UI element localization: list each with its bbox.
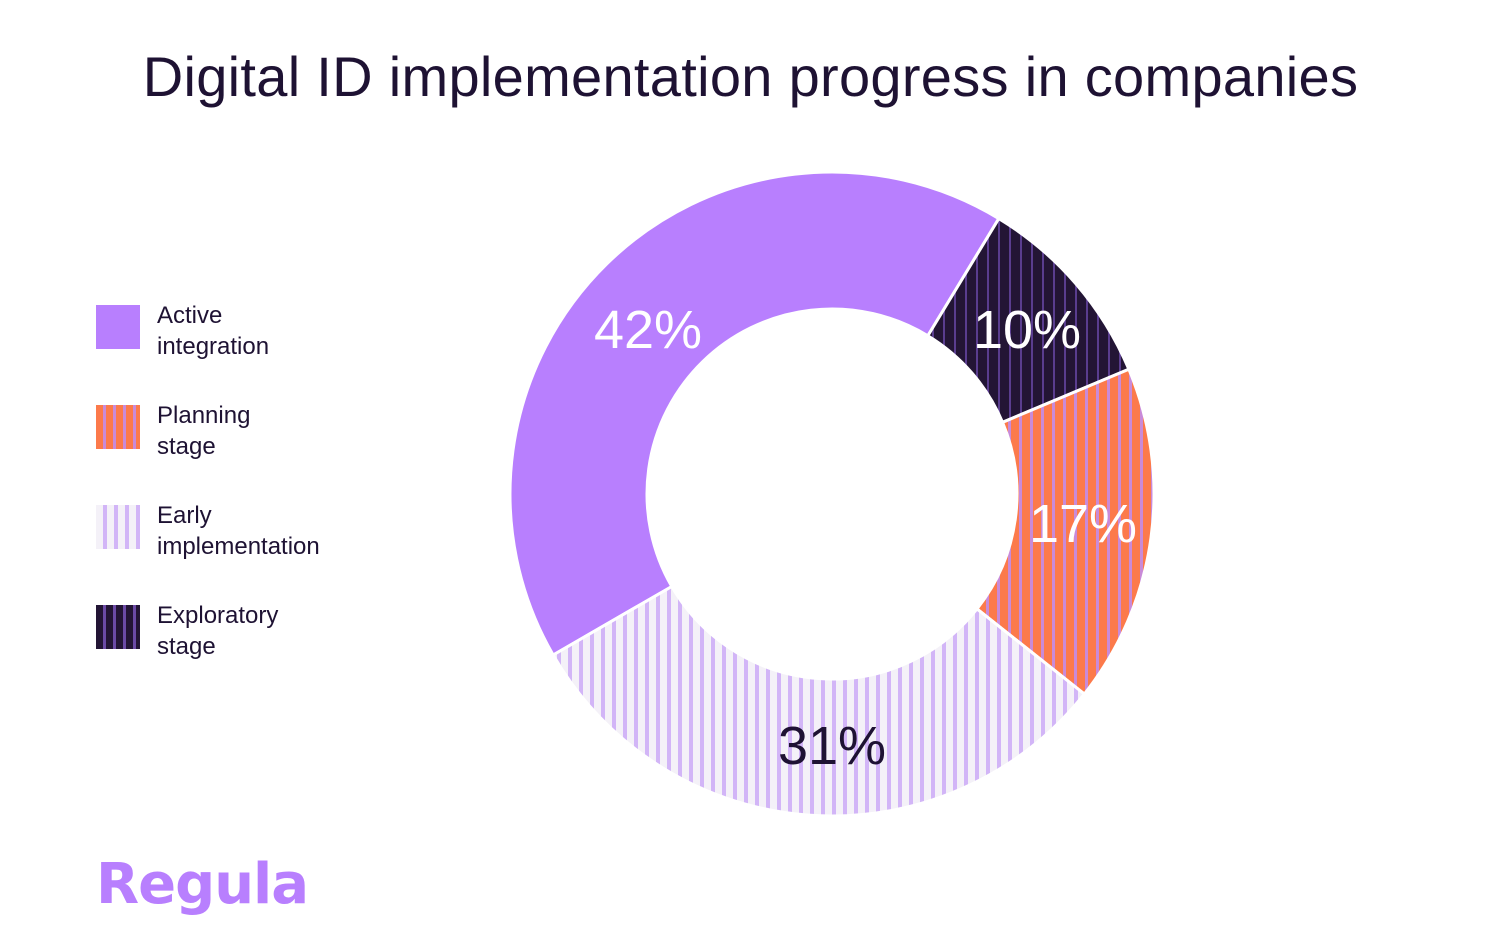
segment-label-active: 42% bbox=[594, 300, 702, 360]
legend-label-exploratory: Exploratory stage bbox=[157, 600, 397, 662]
legend-label-line: Active bbox=[157, 302, 223, 329]
legend-label-line: integration bbox=[157, 333, 270, 360]
legend-swatch-planning bbox=[96, 405, 140, 449]
legend-label-line: Exploratory bbox=[157, 602, 279, 629]
regula-logo: Regula bbox=[96, 852, 309, 917]
chart-title: Digital ID implementation progress in co… bbox=[142, 45, 1359, 108]
legend-label-line: implementation bbox=[157, 533, 320, 560]
legend-swatch-exploratory bbox=[96, 605, 140, 649]
legend-label-line: Early bbox=[157, 502, 212, 529]
segment-label-exploratory: 10% bbox=[973, 300, 1081, 360]
legend-label-line: stage bbox=[157, 433, 216, 460]
legend-label-line: Planning bbox=[157, 402, 251, 429]
legend-label-planning: Planning stage bbox=[157, 400, 397, 462]
segment-early bbox=[551, 584, 1087, 818]
segment-label-early: 31% bbox=[778, 716, 886, 776]
segment-label-planning: 17% bbox=[1029, 494, 1137, 554]
legend-label-early: Early implementation bbox=[157, 500, 397, 562]
legend-swatch-active bbox=[96, 305, 140, 349]
legend-swatch-early bbox=[96, 505, 140, 549]
segment-active bbox=[508, 170, 1001, 658]
segment-planning bbox=[974, 367, 1156, 697]
legend-label-line: stage bbox=[157, 633, 216, 660]
legend-label-active: Active integration bbox=[157, 300, 397, 362]
